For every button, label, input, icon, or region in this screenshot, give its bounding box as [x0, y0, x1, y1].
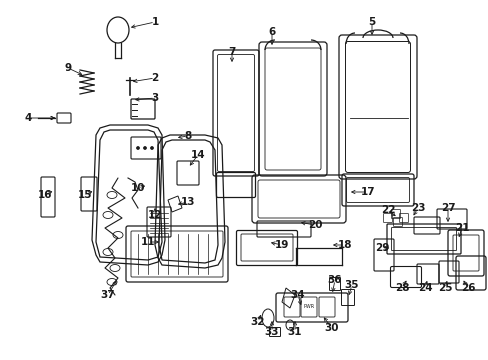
Circle shape [143, 147, 146, 149]
Text: 32: 32 [250, 317, 264, 327]
Text: 30: 30 [324, 323, 339, 333]
Text: 17: 17 [360, 187, 375, 197]
Text: 8: 8 [184, 131, 191, 141]
Text: 33: 33 [264, 327, 279, 337]
Circle shape [150, 147, 153, 149]
Text: 29: 29 [374, 243, 388, 253]
Text: 26: 26 [460, 283, 474, 293]
Circle shape [136, 147, 139, 149]
Text: PWR: PWR [303, 305, 314, 310]
Text: 18: 18 [337, 240, 351, 250]
Text: 21: 21 [454, 223, 468, 233]
Text: 28: 28 [394, 283, 408, 293]
Text: 1: 1 [151, 17, 158, 27]
Text: 6: 6 [268, 27, 275, 37]
Text: 7: 7 [228, 47, 235, 57]
Text: 15: 15 [78, 190, 92, 200]
Text: 34: 34 [290, 290, 305, 300]
Text: 11: 11 [141, 237, 155, 247]
Text: 5: 5 [367, 17, 375, 27]
Text: 22: 22 [380, 205, 394, 215]
Text: 16: 16 [38, 190, 52, 200]
Text: 25: 25 [437, 283, 451, 293]
Text: 19: 19 [274, 240, 288, 250]
Text: 14: 14 [190, 150, 205, 160]
Text: 27: 27 [440, 203, 454, 213]
Text: 3: 3 [151, 93, 158, 103]
Text: 35: 35 [344, 280, 359, 290]
Text: 24: 24 [417, 283, 431, 293]
Text: 10: 10 [130, 183, 145, 193]
Text: 9: 9 [64, 63, 71, 73]
Text: 13: 13 [181, 197, 195, 207]
Text: 2: 2 [151, 73, 158, 83]
Text: 37: 37 [101, 290, 115, 300]
Text: 4: 4 [24, 113, 32, 123]
Text: 23: 23 [410, 203, 425, 213]
Text: 12: 12 [147, 210, 162, 220]
Text: 20: 20 [307, 220, 322, 230]
Text: 36: 36 [327, 275, 342, 285]
Text: 31: 31 [287, 327, 302, 337]
